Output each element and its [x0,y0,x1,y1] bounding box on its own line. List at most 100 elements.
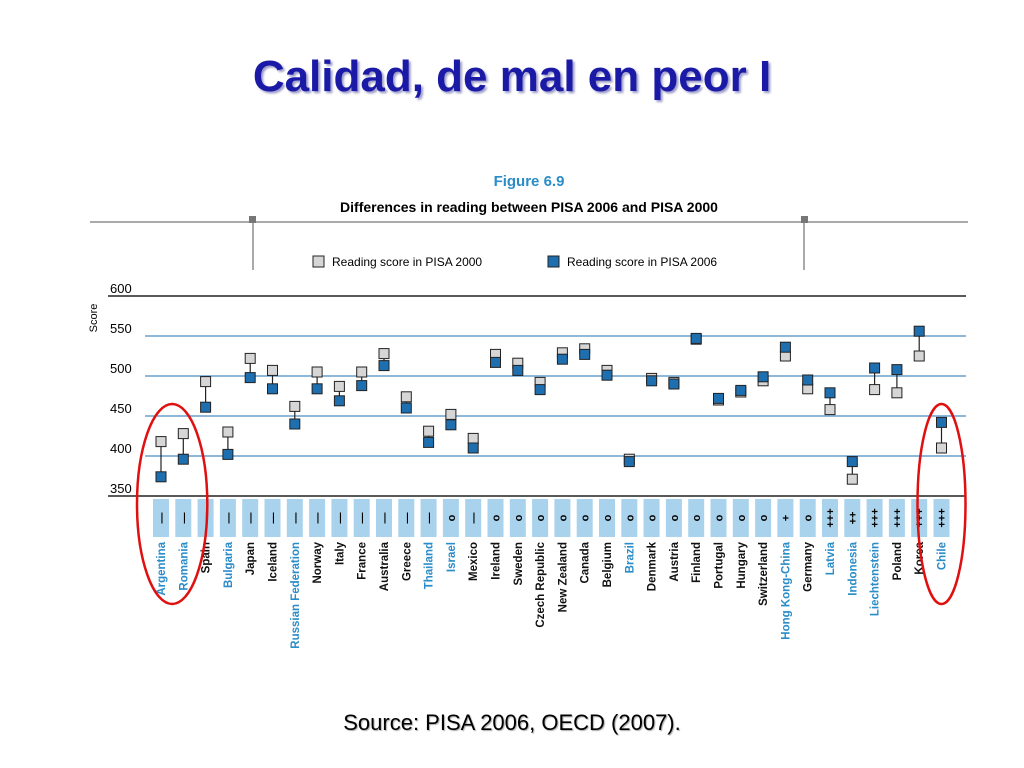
x-tick-label: Indonesia [847,541,859,595]
point-2006 [445,419,457,431]
chart-title: Differences in reading between PISA 2006… [340,199,718,215]
significance-box [175,499,192,537]
legend-swatch-2006 [547,255,560,268]
significance-box [376,499,392,537]
point-2006 [512,364,524,376]
figure: Figure 6.9 Differences in reading betwee… [88,173,968,649]
significance-box [532,499,549,537]
point-2006 [155,471,167,483]
significance-box [331,499,348,537]
x-labels: —Argentina—Romania—Spain—Bulgaria—Japan—… [153,499,950,649]
significance-mark: — [468,513,480,524]
point-2006 [668,378,680,390]
point-2006 [534,384,546,396]
significance-mark: o [557,514,569,521]
significance-box [264,499,281,537]
significance-box [799,499,816,537]
point-2000 [177,428,189,440]
x-tick-label: France [357,542,369,580]
x-tick-label: Chile [937,542,949,570]
point-2006 [779,341,791,353]
x-tick-label: Israel [446,542,458,572]
point-2000 [891,387,903,399]
significance-mark: o [736,514,748,521]
significance-box [219,499,236,537]
x-tick-label: Norway [312,541,324,583]
point-2000 [423,425,435,437]
x-tick-label: Czech Republic [535,541,547,627]
significance-box [933,499,950,537]
significance-box [442,499,459,537]
x-tick-label: Switzerland [758,542,770,606]
point-2006 [311,383,323,395]
significance-box [309,499,326,537]
significance-mark: +++ [870,508,882,527]
significance-mark: ++ [847,512,859,525]
data-marks [155,325,947,485]
significance-box [732,499,749,537]
x-tick-label: Portugal [714,542,726,589]
point-2006 [177,453,189,465]
point-2000 [200,376,212,388]
x-tick-label: Canada [580,541,592,583]
y-axis-label: Score [88,304,100,333]
point-2000 [267,364,278,376]
x-tick-label: Romania [178,541,190,590]
significance-box [822,499,838,537]
significance-mark: o [669,514,681,521]
point-2006 [757,371,769,383]
significance-mark: — [156,513,168,524]
point-2006 [244,372,256,384]
x-tick-label: Austria [669,541,681,581]
point-2000 [155,436,167,448]
significance-box [665,499,682,537]
grid [108,295,966,497]
point-2006 [222,448,234,460]
point-2000 [222,426,234,438]
x-tick-label: Hungary [736,541,748,588]
point-2006 [423,436,435,448]
point-2000 [400,391,412,403]
significance-mark: +++ [914,508,926,527]
significance-box [465,499,482,537]
x-tick-label: Australia [379,541,391,591]
significance-box [153,499,169,537]
significance-mark: o [758,514,770,521]
point-2006 [936,416,947,428]
x-tick-label: Italy [334,541,346,565]
source-note: Source: PISA 2006, OECD (2007). [343,710,681,735]
x-tick-label: Finland [691,542,703,583]
significance-mark: o [535,514,547,521]
legend-swatch-2000 [312,255,325,268]
y-tick-label: 600 [110,281,132,296]
point-2006 [356,380,368,392]
point-2006 [378,360,390,372]
point-2000 [289,400,301,412]
significance-mark: — [268,513,280,524]
point-2006 [623,456,635,468]
significance-mark: — [334,513,346,524]
point-2006 [490,356,501,368]
significance-box [353,499,370,537]
significance-mark: o [647,514,659,521]
x-tick-label: New Zealand [557,542,569,612]
significance-mark: + [780,515,792,521]
x-tick-label: Japan [245,542,257,575]
significance-mark: o [624,514,636,521]
significance-box [398,499,415,537]
y-tick-label: 550 [110,321,132,336]
y-tick-label: 400 [110,441,132,456]
highlight-circle [916,402,967,606]
point-2006 [891,364,903,376]
x-tick-label: Thailand [424,542,436,589]
y-tick-label: 450 [110,401,132,416]
significance-mark: o [602,514,614,521]
x-tick-label: Hong Kong-China [780,541,792,639]
significance-mark: o [803,514,815,521]
significance-box [888,499,905,537]
significance-mark: +++ [892,508,904,527]
point-2000 [333,380,345,392]
point-2006 [824,387,836,399]
x-tick-label: Brazil [624,542,636,573]
significance-mark: — [401,513,413,524]
